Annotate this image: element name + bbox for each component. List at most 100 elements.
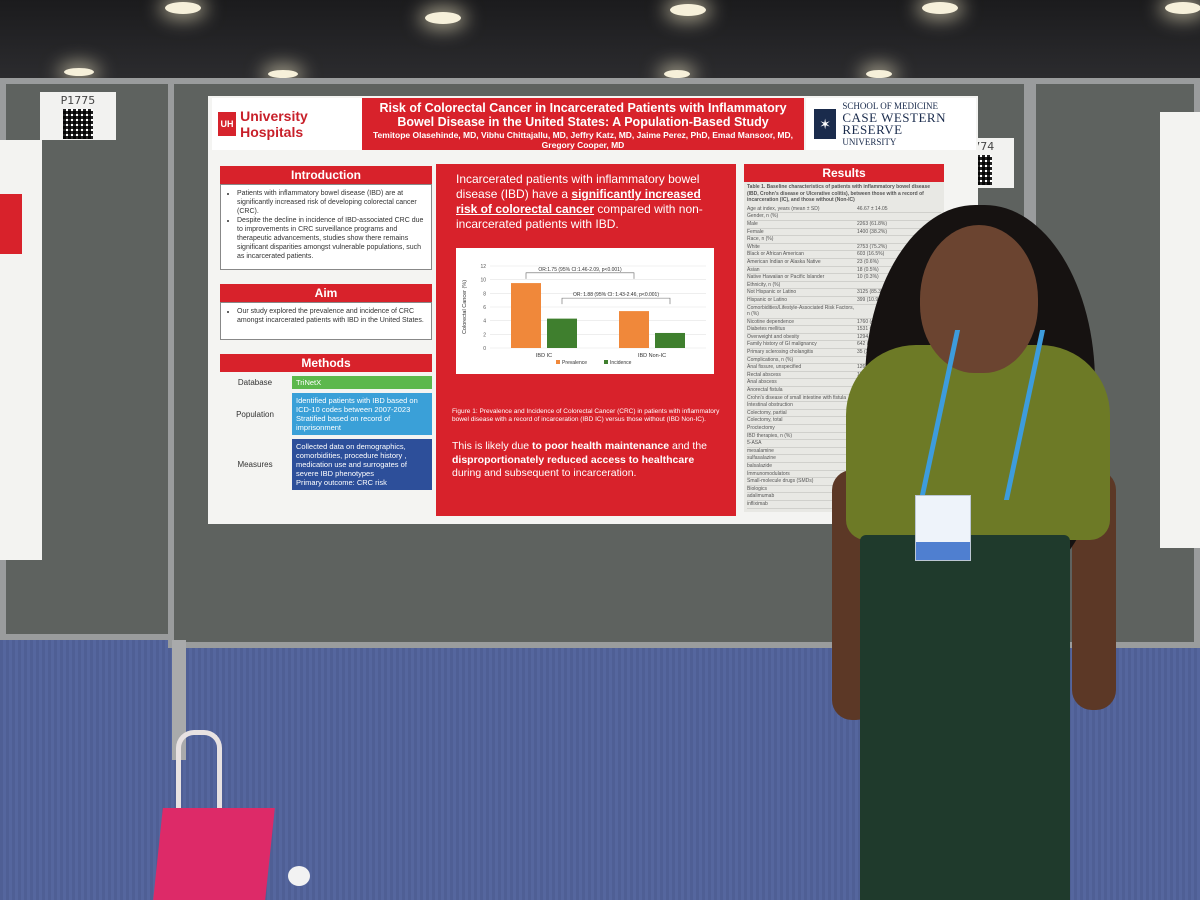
- results-row-value: 1400 (38.2%): [857, 228, 888, 235]
- x-tick-label: IBD IC: [536, 353, 552, 359]
- ceiling-light: [425, 12, 461, 24]
- results-table-row: 5-ASA: [747, 440, 941, 448]
- results-table-row: Comorbidities/Lifestyle-Associated Risk …: [747, 305, 941, 319]
- booth-number-tag: P1775: [40, 92, 116, 140]
- x-tick-label: IBD Non-IC: [638, 353, 666, 359]
- results-row-label: Rectal abscess: [747, 371, 781, 378]
- results-row-label: Immunomodulators: [747, 470, 790, 477]
- board-pole: [172, 640, 186, 760]
- booth-number: P1775: [60, 94, 96, 107]
- results-row-label: Anorectal fistula: [747, 387, 783, 394]
- poster-title: Risk of Colorectal Cancer in Incarcerate…: [379, 101, 787, 129]
- results-row-label: Native Hawaiian or Pacific Islander: [747, 274, 825, 281]
- results-row-value: 2263 (61.8%): [857, 220, 888, 227]
- results-table-row: Age at index, years (mean ± SD) 46.67 ± 1…: [747, 206, 941, 214]
- ceiling-light: [1165, 2, 1200, 14]
- results-row-label: Comorbidities/Lifestyle-Associated Risk …: [747, 304, 854, 318]
- results-row-label: 5-ASA: [747, 440, 762, 447]
- results-row-label: Family history of GI malignancy: [747, 341, 817, 348]
- results-row-label: Colectomy, partial: [747, 409, 787, 416]
- aim-body: Our study explored the prevalence and in…: [220, 302, 432, 340]
- results-row-label: Hispanic or Latino: [747, 296, 788, 303]
- results-row-label: IBD therapies, n (%): [747, 432, 793, 439]
- methods-database-label: Database: [237, 378, 273, 387]
- results-row-label: sulfasalazine: [747, 455, 776, 462]
- results-row-value: 603 (16.5%): [857, 251, 885, 258]
- results-row-label: Nicotine dependence: [747, 318, 794, 325]
- results-row-value: 10 (0.3%): [857, 274, 879, 281]
- uh-logo-icon: UH: [218, 112, 237, 136]
- results-row-label: Ethnicity, n (%): [747, 281, 781, 288]
- methods-database-value: TriNetX: [292, 376, 432, 389]
- results-row-label: Complications, n (%): [747, 356, 794, 363]
- legend-swatch: [556, 360, 560, 364]
- results-row-label: Biologics: [747, 485, 768, 492]
- presenter-green-top: [846, 345, 1110, 540]
- poster-title-block: Risk of Colorectal Cancer in Incarcerate…: [362, 98, 804, 150]
- odds-ratio-annotation: OR: 1.88 (95% CI: 1.43-2.46, p<0.001): [573, 292, 659, 298]
- pink-tote-bag: [153, 808, 275, 900]
- ceiling-light: [922, 2, 958, 14]
- results-row-label: Diabetes mellitus: [747, 326, 786, 333]
- qr-code-icon: [63, 109, 93, 139]
- results-row-label: White: [747, 243, 760, 250]
- y-axis-label: Colorectal Cancer (%): [462, 280, 468, 334]
- results-heading: Results: [744, 164, 944, 182]
- neighbor-poster-left: [0, 140, 42, 560]
- results-table-row: IBD therapies, n (%): [747, 433, 941, 441]
- ceiling-light: [670, 4, 706, 16]
- results-row-label: Female: [747, 228, 764, 235]
- ceiling: [0, 0, 1200, 90]
- results-row-value: 23 (0.6%): [857, 258, 879, 265]
- cwru-logo: ✶ SCHOOL OF MEDICINE CASE WESTERN RESERV…: [806, 98, 976, 150]
- methods-population-label: Population: [236, 409, 274, 419]
- key-finding: Incarcerated patients with inflammatory …: [456, 172, 703, 231]
- results-table-row: Native Hawaiian or Pacific Islander 10 (0…: [747, 274, 941, 282]
- methods-measures-value: Collected data on demographics, comorbid…: [292, 439, 432, 490]
- results-row-label: Primary sclerosing cholangitis: [747, 349, 814, 356]
- poster-left-column: Introduction Patients with inflammatory …: [220, 166, 432, 490]
- results-row-label: American Indian or Alaska Native: [747, 258, 821, 265]
- y-tick-label: 2: [483, 332, 486, 338]
- y-tick-label: 0: [483, 346, 486, 352]
- legend-swatch: [604, 360, 608, 364]
- ceiling-light: [268, 70, 298, 78]
- poster-middle-column: Incarcerated patients with inflammatory …: [436, 164, 736, 516]
- methods-population-value: Identified patients with IBD based on IC…: [292, 393, 432, 435]
- cwru-emblem-icon: ✶: [814, 109, 837, 139]
- conclusion-text: This is likely due to poor health mainte…: [452, 440, 708, 479]
- results-row-label: balsalazide: [747, 462, 773, 469]
- paper-cup: [288, 866, 310, 886]
- results-row-label: adalimumab: [747, 493, 775, 500]
- results-row-value: 18 (0.5%): [857, 266, 879, 273]
- results-table-row: Asian 18 (0.5%): [747, 267, 941, 275]
- introduction-body: Patients with inflammatory bowel disease…: [220, 184, 432, 270]
- results-table-row: Female 1400 (38.2%): [747, 229, 941, 237]
- results-table-row: Complications, n (%): [747, 357, 941, 365]
- methods-grid: Database TriNetX Population Identified p…: [220, 376, 432, 490]
- aim-heading: Aim: [220, 284, 432, 302]
- methods-measures-label: Measures: [237, 460, 273, 469]
- legend-label: Incidence: [610, 360, 632, 366]
- results-row-label: infliximab: [747, 500, 768, 507]
- results-table-row: Black or African American 603 (16.5%): [747, 251, 941, 259]
- name-badge: [915, 495, 971, 561]
- odds-ratio-annotation: OR:1.75 (95% CI:1.46-2.09, p<0.001): [538, 267, 622, 273]
- methods-heading: Methods: [220, 354, 432, 372]
- results-row-label: Anal fissure, unspecified: [747, 364, 802, 371]
- results-table-row: Male 2263 (61.8%): [747, 221, 941, 229]
- ceiling-light: [165, 2, 201, 14]
- results-row-label: Race, n (%): [747, 236, 774, 243]
- presenter-trousers: [860, 535, 1070, 900]
- bar-incidence: [655, 332, 685, 348]
- neighbor-poster-right: [1160, 112, 1200, 548]
- bar-incidence: [547, 318, 577, 348]
- results-table-row: American Indian or Alaska Native 23 (0.6%…: [747, 259, 941, 267]
- presenter-face: [920, 225, 1038, 373]
- results-row-value: 2753 (75.2%): [857, 243, 888, 250]
- results-table-row: Hispanic or Latino 399 (10.9%): [747, 297, 941, 305]
- results-row-label: Anal abscess: [747, 379, 777, 386]
- ceiling-light: [64, 68, 94, 76]
- ceiling-light: [664, 70, 690, 78]
- y-tick-label: 10: [480, 278, 486, 284]
